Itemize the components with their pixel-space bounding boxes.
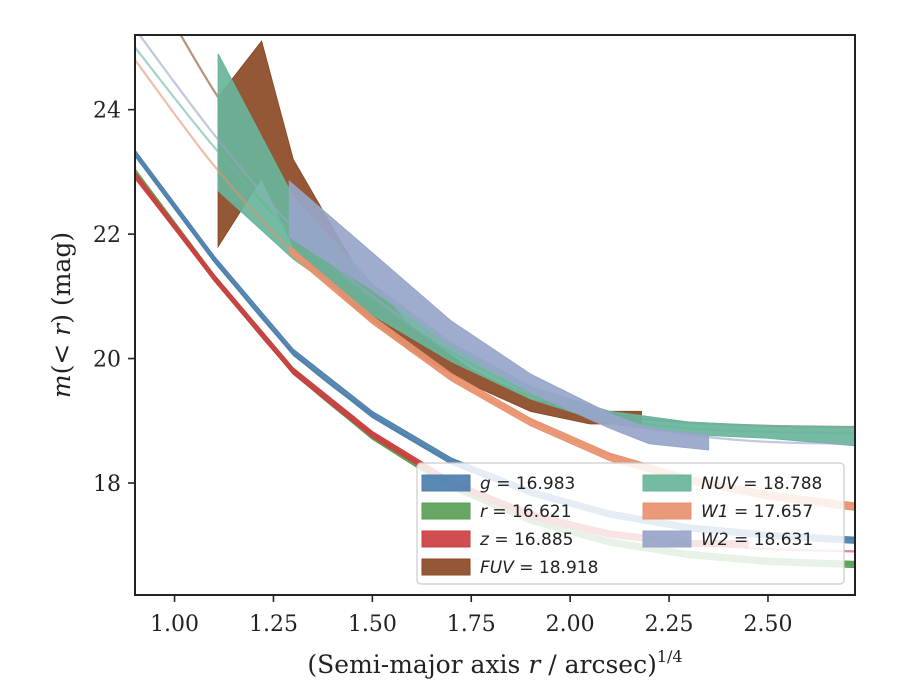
y-tick-label: 22 — [93, 223, 121, 248]
x-tick-label: 1.50 — [348, 612, 397, 637]
legend: g = 16.983 r = 16.621 z = 16.885 FUV = 18.9… — [416, 462, 845, 585]
x-tick-label: 2.50 — [743, 612, 792, 637]
legend-label-r: r = 16.621 — [480, 502, 572, 522]
data-band-w2 — [288, 180, 710, 451]
x-tick-label: 1.00 — [150, 612, 199, 637]
x-tick-label: 2.25 — [645, 612, 694, 637]
legend-label-w2: W2 = 18.631 — [701, 530, 813, 550]
x-tick-label: 1.75 — [447, 612, 496, 637]
legend-swatch-g — [421, 474, 471, 492]
legend-box — [416, 462, 845, 585]
x-axis-label: (Semi-major axis r / arcsec)1/4 — [307, 647, 682, 679]
legend-label-fuv: FUV = 18.918 — [480, 558, 598, 578]
y-tick-label: 18 — [93, 472, 121, 497]
legend-swatch-r — [421, 502, 471, 520]
legend-swatch-w1 — [642, 502, 692, 520]
data-band-w1 — [288, 244, 855, 511]
legend-label-z: z = 16.885 — [479, 530, 573, 550]
legend-label-nuv: NUV = 18.788 — [701, 474, 822, 494]
plot-frame — [134, 34, 856, 596]
data-band-g — [135, 149, 855, 544]
legend-label-g: g = 16.983 — [480, 474, 575, 494]
series-w2 — [138, 35, 855, 451]
legend-label-w1: W1 = 17.657 — [701, 502, 813, 522]
x-tick-label: 1.25 — [249, 612, 298, 637]
legend-swatch-fuv — [421, 558, 471, 576]
legend-swatch-nuv — [642, 474, 692, 492]
y-tick-label: 24 — [93, 99, 121, 124]
y-tick-label: 20 — [93, 348, 121, 373]
ticks-layer: 1.00 1.25 1.50 1.75 2.00 2.25 2.50 18 20 22 24 — [93, 99, 792, 637]
y-axis-label: m(< r) (mag) — [47, 232, 76, 398]
x-tick-label: 2.00 — [546, 612, 595, 637]
legend-swatch-z — [421, 530, 471, 548]
model-line-w2 — [138, 35, 855, 445]
legend-swatch-w2 — [642, 530, 692, 548]
series-layer — [135, 35, 855, 569]
